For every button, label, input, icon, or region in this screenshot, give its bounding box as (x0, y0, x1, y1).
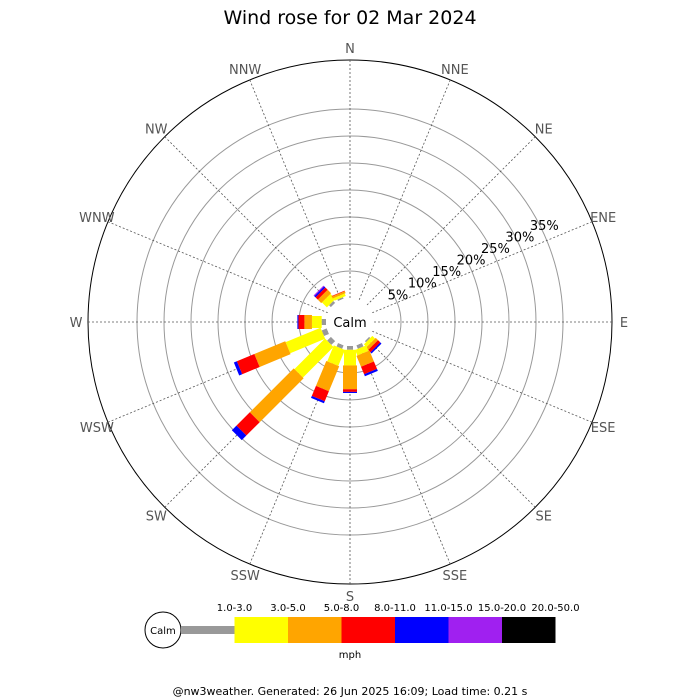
bar-sw-5.0-8.0 (249, 368, 304, 423)
bar-sw-11.0-15.0 (231, 425, 247, 441)
bar-sw-8.0-11.0 (236, 412, 260, 436)
direction-label-sse: SSE (442, 569, 467, 584)
bar-sse-1.0-3.0 (356, 343, 364, 349)
direction-label-wsw: WSW (80, 421, 114, 436)
chart-title: Wind rose for 02 Mar 2024 (223, 7, 476, 29)
grid-ring-25 (190, 162, 510, 482)
calm-label: Calm (333, 316, 366, 331)
bar-sw-1.0-3.0 (327, 336, 336, 345)
bar-se-5.0-8.0 (365, 337, 379, 351)
bar-se-1.0-3.0 (364, 336, 371, 343)
bar-wsw-1.0-3.0 (321, 328, 329, 337)
bar-w-5.0-8.0 (304, 315, 312, 329)
bar-w-3.0-5.0 (311, 316, 322, 328)
direction-label-e: E (620, 316, 628, 331)
direction-label-wnw: WNW (79, 211, 115, 226)
legend-swatch-8.0-11.0 (341, 617, 395, 643)
bar-s-3.0-5.0 (344, 349, 356, 366)
direction-label-n: N (345, 42, 355, 57)
bar-se-8.0-11.0 (368, 340, 381, 353)
direction-label-ene: ENE (590, 211, 616, 226)
bar-nw-1.0-3.0 (328, 300, 336, 308)
direction-label-nne: NNE (441, 63, 469, 78)
legend-swatch-3.0-5.0 (234, 617, 288, 643)
legend-swatch-5.0-8.0 (288, 617, 342, 643)
legend-label-5.0-8.0: 5.0-8.0 (324, 603, 359, 614)
bar-ssw-8.0-11.0 (311, 385, 329, 402)
ring-label-35: 35% (530, 219, 559, 234)
polar-grid (87, 59, 613, 585)
legend-label-3.0-5.0: 3.0-5.0 (270, 603, 305, 614)
ring-label-25: 25% (481, 242, 510, 257)
calm-circle (326, 298, 374, 346)
bar-wsw-8.0-11.0 (236, 354, 260, 375)
bar-w-11.0-15.0 (297, 315, 299, 329)
legend-swatch-20.0-50.0 (502, 617, 556, 643)
direction-label-w: W (70, 316, 83, 331)
legend-label-11.0-15.0: 11.0-15.0 (424, 603, 472, 614)
bar-wsw-5.0-8.0 (254, 341, 291, 367)
direction-label-s: S (346, 590, 354, 605)
legend: Calm 1.0-3.0 3.0-5.0 5.0-8.0 8.0-11.0 11.0-15… (144, 603, 580, 649)
direction-label-sw: SW (146, 510, 167, 525)
direction-label-se: SE (536, 510, 552, 525)
bar-s-8.0-11.0 (343, 389, 357, 392)
legend-label-1.0-3.0: 1.0-3.0 (217, 603, 252, 614)
bar-nnw-8.0-11.0 (331, 290, 345, 297)
ring-label-5: 5% (388, 288, 409, 303)
legend-calm-label: Calm (150, 626, 176, 637)
ring-label-10: 10% (408, 277, 437, 292)
bar-ssw-11.0-15.0 (310, 395, 325, 404)
bar-nnw-3.0-5.0 (333, 293, 346, 301)
ring-label-30: 30% (505, 230, 534, 245)
bar-ssw-1.0-3.0 (336, 343, 344, 349)
legend-label-15.0-20.0: 15.0-20.0 (478, 603, 526, 614)
direction-label-ese: ESE (591, 421, 616, 436)
legend-swatch-15.0-20.0 (448, 617, 502, 643)
bar-w-1.0-3.0 (321, 319, 326, 325)
bar-nnw-5.0-8.0 (331, 291, 346, 299)
bar-nw-15.0-20.0 (313, 285, 325, 297)
bar-sse-8.0-11.0 (360, 361, 378, 375)
bar-s-5.0-8.0 (343, 365, 357, 390)
bar-sse-11.0-15.0 (364, 368, 378, 377)
bar-nw-5.0-8.0 (317, 289, 332, 304)
bar-wsw-11.0-15.0 (233, 361, 243, 376)
bar-sse-3.0-5.0 (355, 345, 369, 356)
ring-label-20: 20% (457, 254, 486, 269)
calm-center: Calm (326, 298, 374, 346)
direction-label-ne: NE (535, 122, 553, 137)
legend-swatch-11.0-15.0 (395, 617, 449, 643)
bar-sse-5.0-8.0 (356, 350, 374, 367)
bar-s-1.0-3.0 (347, 346, 353, 350)
bar-nw-11.0-15.0 (314, 286, 326, 298)
direction-label-ssw: SSW (230, 569, 260, 584)
footer-text: @nw3weather. Generated: 26 Jun 2025 16:0… (173, 685, 528, 698)
bar-ssw-5.0-8.0 (315, 360, 340, 392)
wind-bars (231, 285, 382, 441)
direction-label-nnw: NNW (229, 63, 261, 78)
bar-se-11.0-15.0 (370, 342, 382, 354)
legend-label-20.0-50.0: 20.0-50.0 (531, 603, 579, 614)
bar-s-11.0-15.0 (343, 391, 357, 393)
legend-label-8.0-11.0: 8.0-11.0 (374, 603, 416, 614)
bar-nw-8.0-11.0 (315, 287, 328, 300)
ring-labels: 5%10%15%20%25%30%35% (388, 219, 559, 303)
bar-nw-3.0-5.0 (321, 293, 336, 308)
bar-ssw-3.0-5.0 (327, 345, 345, 366)
bar-w-8.0-11.0 (298, 315, 305, 329)
direction-labels: N NNE NE ENE E ESE SE SSE S SSW SW WSW W WNW NW NNW (70, 42, 629, 605)
bar-se-3.0-5.0 (363, 335, 376, 348)
direction-label-nw: NW (145, 122, 168, 137)
legend-unit-label: mph (339, 650, 361, 661)
bar-sw-3.0-5.0 (294, 338, 334, 378)
legend-swatch-1.0-3.0 (181, 626, 235, 634)
ring-label-15: 15% (432, 265, 461, 280)
bar-wsw-3.0-5.0 (285, 327, 326, 354)
bar-nnw-1.0-3.0 (337, 297, 344, 301)
